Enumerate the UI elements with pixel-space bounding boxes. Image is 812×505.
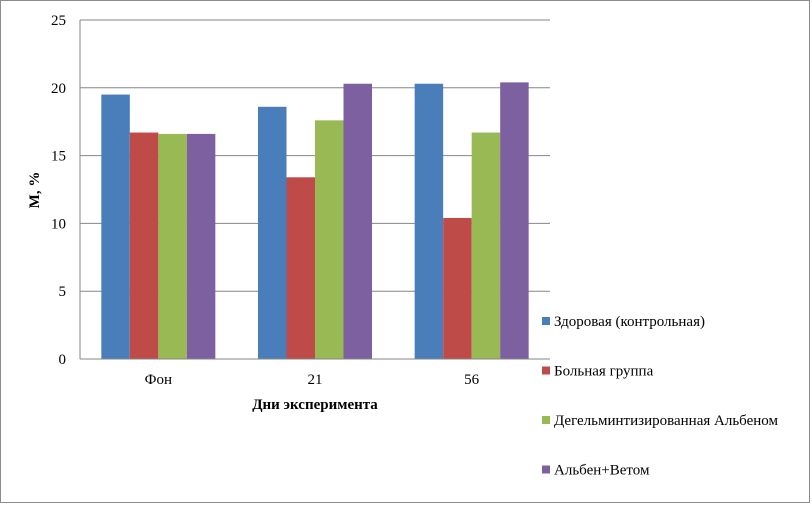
- bar: [443, 217, 472, 359]
- legend-label: Альбен+Ветом: [554, 463, 650, 479]
- legend-swatch: [542, 465, 550, 474]
- legend-swatch: [542, 366, 550, 375]
- legend-swatch: [542, 416, 550, 424]
- y-tick-label: 10: [51, 216, 66, 232]
- bar: [101, 94, 130, 359]
- bar: [286, 177, 315, 359]
- y-axis-title: М, %: [27, 172, 43, 209]
- legend-label: Больная группа: [554, 364, 654, 380]
- legend-label: Здоровая (контрольная): [554, 314, 705, 330]
- y-tick-label: 20: [51, 81, 66, 97]
- legend-swatch: [542, 317, 550, 325]
- y-tick-label: 5: [59, 284, 67, 300]
- bar: [414, 83, 444, 360]
- bar: [500, 82, 529, 359]
- x-tick-label: Фон: [145, 372, 172, 388]
- bar: [315, 120, 344, 360]
- bar: [471, 132, 501, 359]
- legend: Здоровая (контрольная) Больная группа Деге…: [542, 314, 778, 479]
- x-axis-title: Дни эксперимента: [252, 397, 378, 413]
- y-tick-label: 15: [51, 149, 66, 165]
- y-tick-label: 25: [51, 13, 66, 29]
- bar: [343, 83, 372, 360]
- bar: [129, 132, 159, 359]
- bar: [186, 133, 216, 359]
- bar: [158, 133, 187, 359]
- x-tick-label: 21: [308, 372, 323, 388]
- x-tick-labels: Фон 21 56: [145, 372, 480, 388]
- bars: [101, 82, 529, 360]
- y-tick-label: 0: [59, 352, 67, 368]
- axes: [79, 20, 550, 360]
- x-tick-label: 56: [464, 372, 480, 388]
- y-tick-labels: 0 5 10 15 20 25: [51, 13, 66, 368]
- legend-label: Дегельминтизированная Альбеном: [554, 413, 778, 429]
- bar: [258, 106, 287, 359]
